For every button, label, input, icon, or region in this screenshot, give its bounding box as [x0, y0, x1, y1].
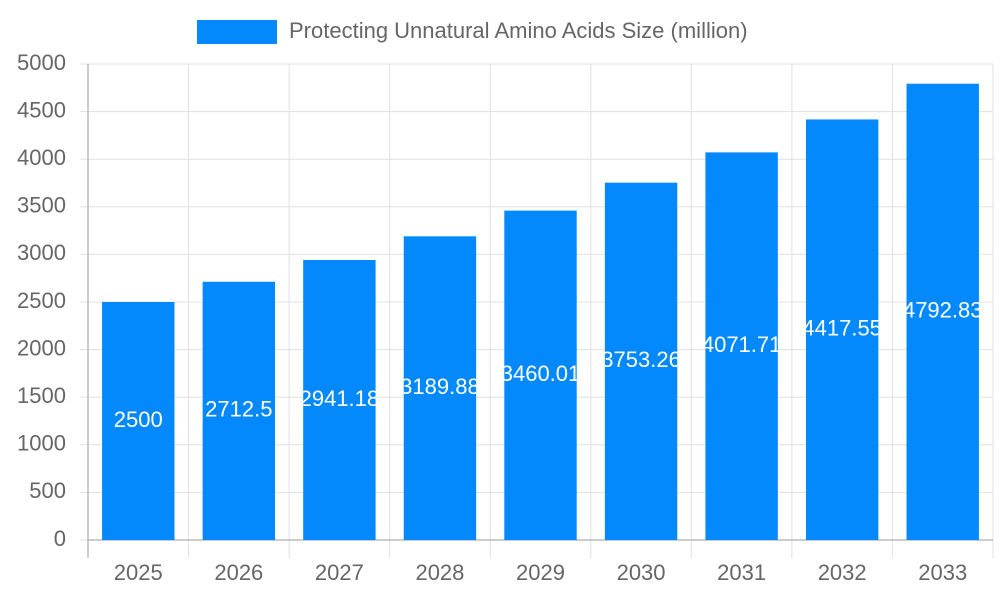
bar [303, 259, 376, 540]
x-tick-label: 2033 [918, 560, 967, 585]
y-tick-label: 1000 [17, 431, 66, 456]
y-tick-label: 1500 [17, 383, 66, 408]
data-label: 3189.88 [400, 374, 480, 399]
y-tick-label: 500 [29, 478, 66, 503]
legend-label: Protecting Unnatural Amino Acids Size (m… [289, 18, 748, 43]
bar [504, 210, 577, 540]
x-tick-label: 2027 [315, 560, 364, 585]
y-tick-label: 3000 [17, 240, 66, 265]
y-tick-label: 5000 [17, 50, 66, 75]
y-tick-label: 4000 [17, 145, 66, 170]
y-tick-label: 2000 [17, 335, 66, 360]
x-tick-label: 2026 [214, 560, 263, 585]
bar [202, 281, 276, 540]
y-tick-label: 4500 [17, 97, 66, 122]
bar [102, 302, 175, 540]
data-label: 2941.18 [300, 386, 380, 411]
y-tick-label: 2500 [17, 288, 66, 313]
data-label: 4792.83 [903, 298, 983, 323]
bar [604, 182, 678, 541]
x-tick-label: 2025 [114, 560, 163, 585]
y-tick-label: 0 [54, 526, 66, 551]
x-tick-label: 2028 [415, 560, 464, 585]
data-label: 3460.01 [501, 361, 581, 386]
y-tick-label: 3500 [17, 193, 66, 218]
bar [906, 83, 979, 540]
x-tick-label: 2032 [818, 560, 867, 585]
x-tick-label: 2030 [617, 560, 666, 585]
bar [805, 119, 879, 540]
legend-swatch [197, 20, 277, 44]
bar [705, 152, 778, 540]
bar [403, 236, 477, 540]
data-label: 4071.71 [702, 332, 782, 357]
data-label: 2500 [114, 407, 163, 432]
data-label: 4417.55 [802, 316, 882, 341]
data-label: 3753.26 [601, 347, 681, 372]
x-tick-label: 2029 [516, 560, 565, 585]
x-tick-label: 2031 [717, 560, 766, 585]
data-label: 2712.5 [205, 397, 272, 422]
